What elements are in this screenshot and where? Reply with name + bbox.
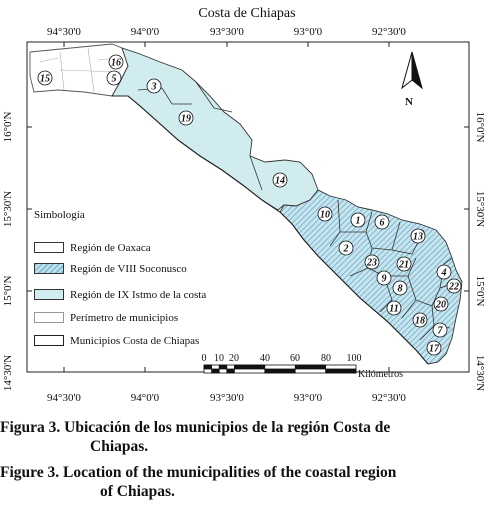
caption-spanish: Figura 3. Ubicación de los municipios de… <box>0 419 391 455</box>
municipality-marker-3 <box>146 78 162 94</box>
municipality-marker-21 <box>396 256 412 272</box>
municipality-marker-17 <box>426 340 442 356</box>
municipality-marker-11 <box>386 300 402 316</box>
legend-item-oaxaca: Región de Oaxaca <box>34 241 151 254</box>
municipality-marker-19 <box>178 110 194 126</box>
soconusco-municipal-lines <box>329 199 453 341</box>
municipality-marker-4 <box>436 264 452 280</box>
scale-label: 40 <box>260 353 270 364</box>
right-tick-label: 15°30'N <box>474 190 486 228</box>
bottom-tick-label: 93°30'0 <box>210 392 244 404</box>
municipality-label-8: 8 <box>398 284 403 295</box>
municipality-label-5: 5 <box>112 74 117 85</box>
municipality-label-4: 4 <box>441 268 447 279</box>
municipality-marker-22 <box>446 278 462 294</box>
municipality-label-2: 2 <box>343 244 349 255</box>
scale-label: 100 <box>346 353 362 364</box>
municipality-label-1: 1 <box>356 216 361 227</box>
municipality-label-15: 15 <box>40 74 50 85</box>
municipality-marker-6 <box>374 214 390 230</box>
municipality-label-23: 23 <box>366 258 377 269</box>
municipality-label-21: 21 <box>398 260 409 271</box>
municipality-label-3: 3 <box>151 82 157 93</box>
municipality-marker-18 <box>412 312 428 328</box>
municipality-label-18: 18 <box>415 316 425 327</box>
municipality-label-6: 6 <box>380 218 385 229</box>
scale-label: 80 <box>321 353 331 364</box>
municipality-label-10: 10 <box>320 210 330 221</box>
caption-english: Figure 3. Location of the municipalities… <box>0 464 397 500</box>
municipality-marker-7 <box>432 322 448 338</box>
legend-swatch <box>34 335 64 346</box>
municipality-marker-9 <box>376 270 392 286</box>
scale-label: 10 <box>214 353 224 364</box>
municipality-label-17: 17 <box>429 344 440 355</box>
municipality-marker-2 <box>338 240 354 256</box>
top-tick-label: 94°0'0 <box>130 26 160 38</box>
municipality-marker-5 <box>106 70 122 86</box>
legend-item-perimeter: Perímetro de municipios <box>34 311 178 324</box>
municipality-label-16: 16 <box>111 58 121 69</box>
municipality-label-20: 20 <box>435 300 446 311</box>
municipality-marker-14 <box>272 172 288 188</box>
north-label: N <box>405 96 413 108</box>
municipality-marker-10 <box>317 206 333 222</box>
legend-swatch <box>34 289 64 300</box>
municipality-marker-15 <box>37 70 53 86</box>
right-tick-label: 15°0'N <box>474 275 486 307</box>
istmo-region <box>111 47 319 211</box>
municipality-markers <box>37 54 462 356</box>
scale-label: 0 <box>201 353 207 364</box>
legend-swatch <box>34 263 64 274</box>
legend-swatch <box>34 242 64 253</box>
municipality-marker-1 <box>350 212 366 228</box>
municipality-label-22: 22 <box>448 282 459 293</box>
municipality-label-19: 19 <box>181 114 191 125</box>
top-tick-label: 93°30'0 <box>210 26 244 38</box>
legend-item-istmo: Región de IX Istmo de la costa <box>34 288 206 301</box>
coastline <box>112 95 429 365</box>
north-arrow-icon <box>401 51 423 90</box>
municipality-marker-20 <box>433 296 449 312</box>
right-tick-label: 16°0'N <box>474 111 486 143</box>
municipality-label-9: 9 <box>382 274 387 285</box>
legend-title: Simbología <box>34 209 85 221</box>
municipality-label-13: 13 <box>413 232 423 243</box>
oaxaca-region <box>29 43 129 97</box>
top-tick-label: 94°30'0 <box>47 26 81 38</box>
legend-swatch <box>34 312 64 323</box>
scale-bar <box>203 364 357 374</box>
top-tick-label: 93°0'0 <box>293 26 323 38</box>
bottom-tick-label: 94°0'0 <box>130 392 160 404</box>
scale-label: 60 <box>290 353 300 364</box>
municipality-marker-13 <box>410 228 426 244</box>
bottom-tick-label: 94°30'0 <box>47 392 81 404</box>
scale-unit: Kilómetros <box>358 369 403 380</box>
municipality-label-11: 11 <box>389 304 398 315</box>
municipality-marker-23 <box>364 254 380 270</box>
legend-item-soconusco: Región de VIII Soconusco <box>34 262 187 275</box>
municipality-marker-16 <box>108 54 124 70</box>
bottom-tick-label: 92°30'0 <box>372 392 406 404</box>
municipality-marker-8 <box>392 280 408 296</box>
scale-label: 20 <box>229 353 239 364</box>
municipality-label-14: 14 <box>275 176 285 187</box>
legend-item-municipalities: Municipios Costa de Chiapas <box>34 334 199 347</box>
bottom-tick-label: 93°0'0 <box>293 392 323 404</box>
map-title: Costa de Chiapas <box>198 6 296 21</box>
top-tick-label: 92°30'0 <box>372 26 406 38</box>
municipality-label-7: 7 <box>438 326 444 337</box>
right-tick-label: 14°30'N <box>474 354 486 392</box>
oaxaca-municipal-lines <box>39 47 121 93</box>
